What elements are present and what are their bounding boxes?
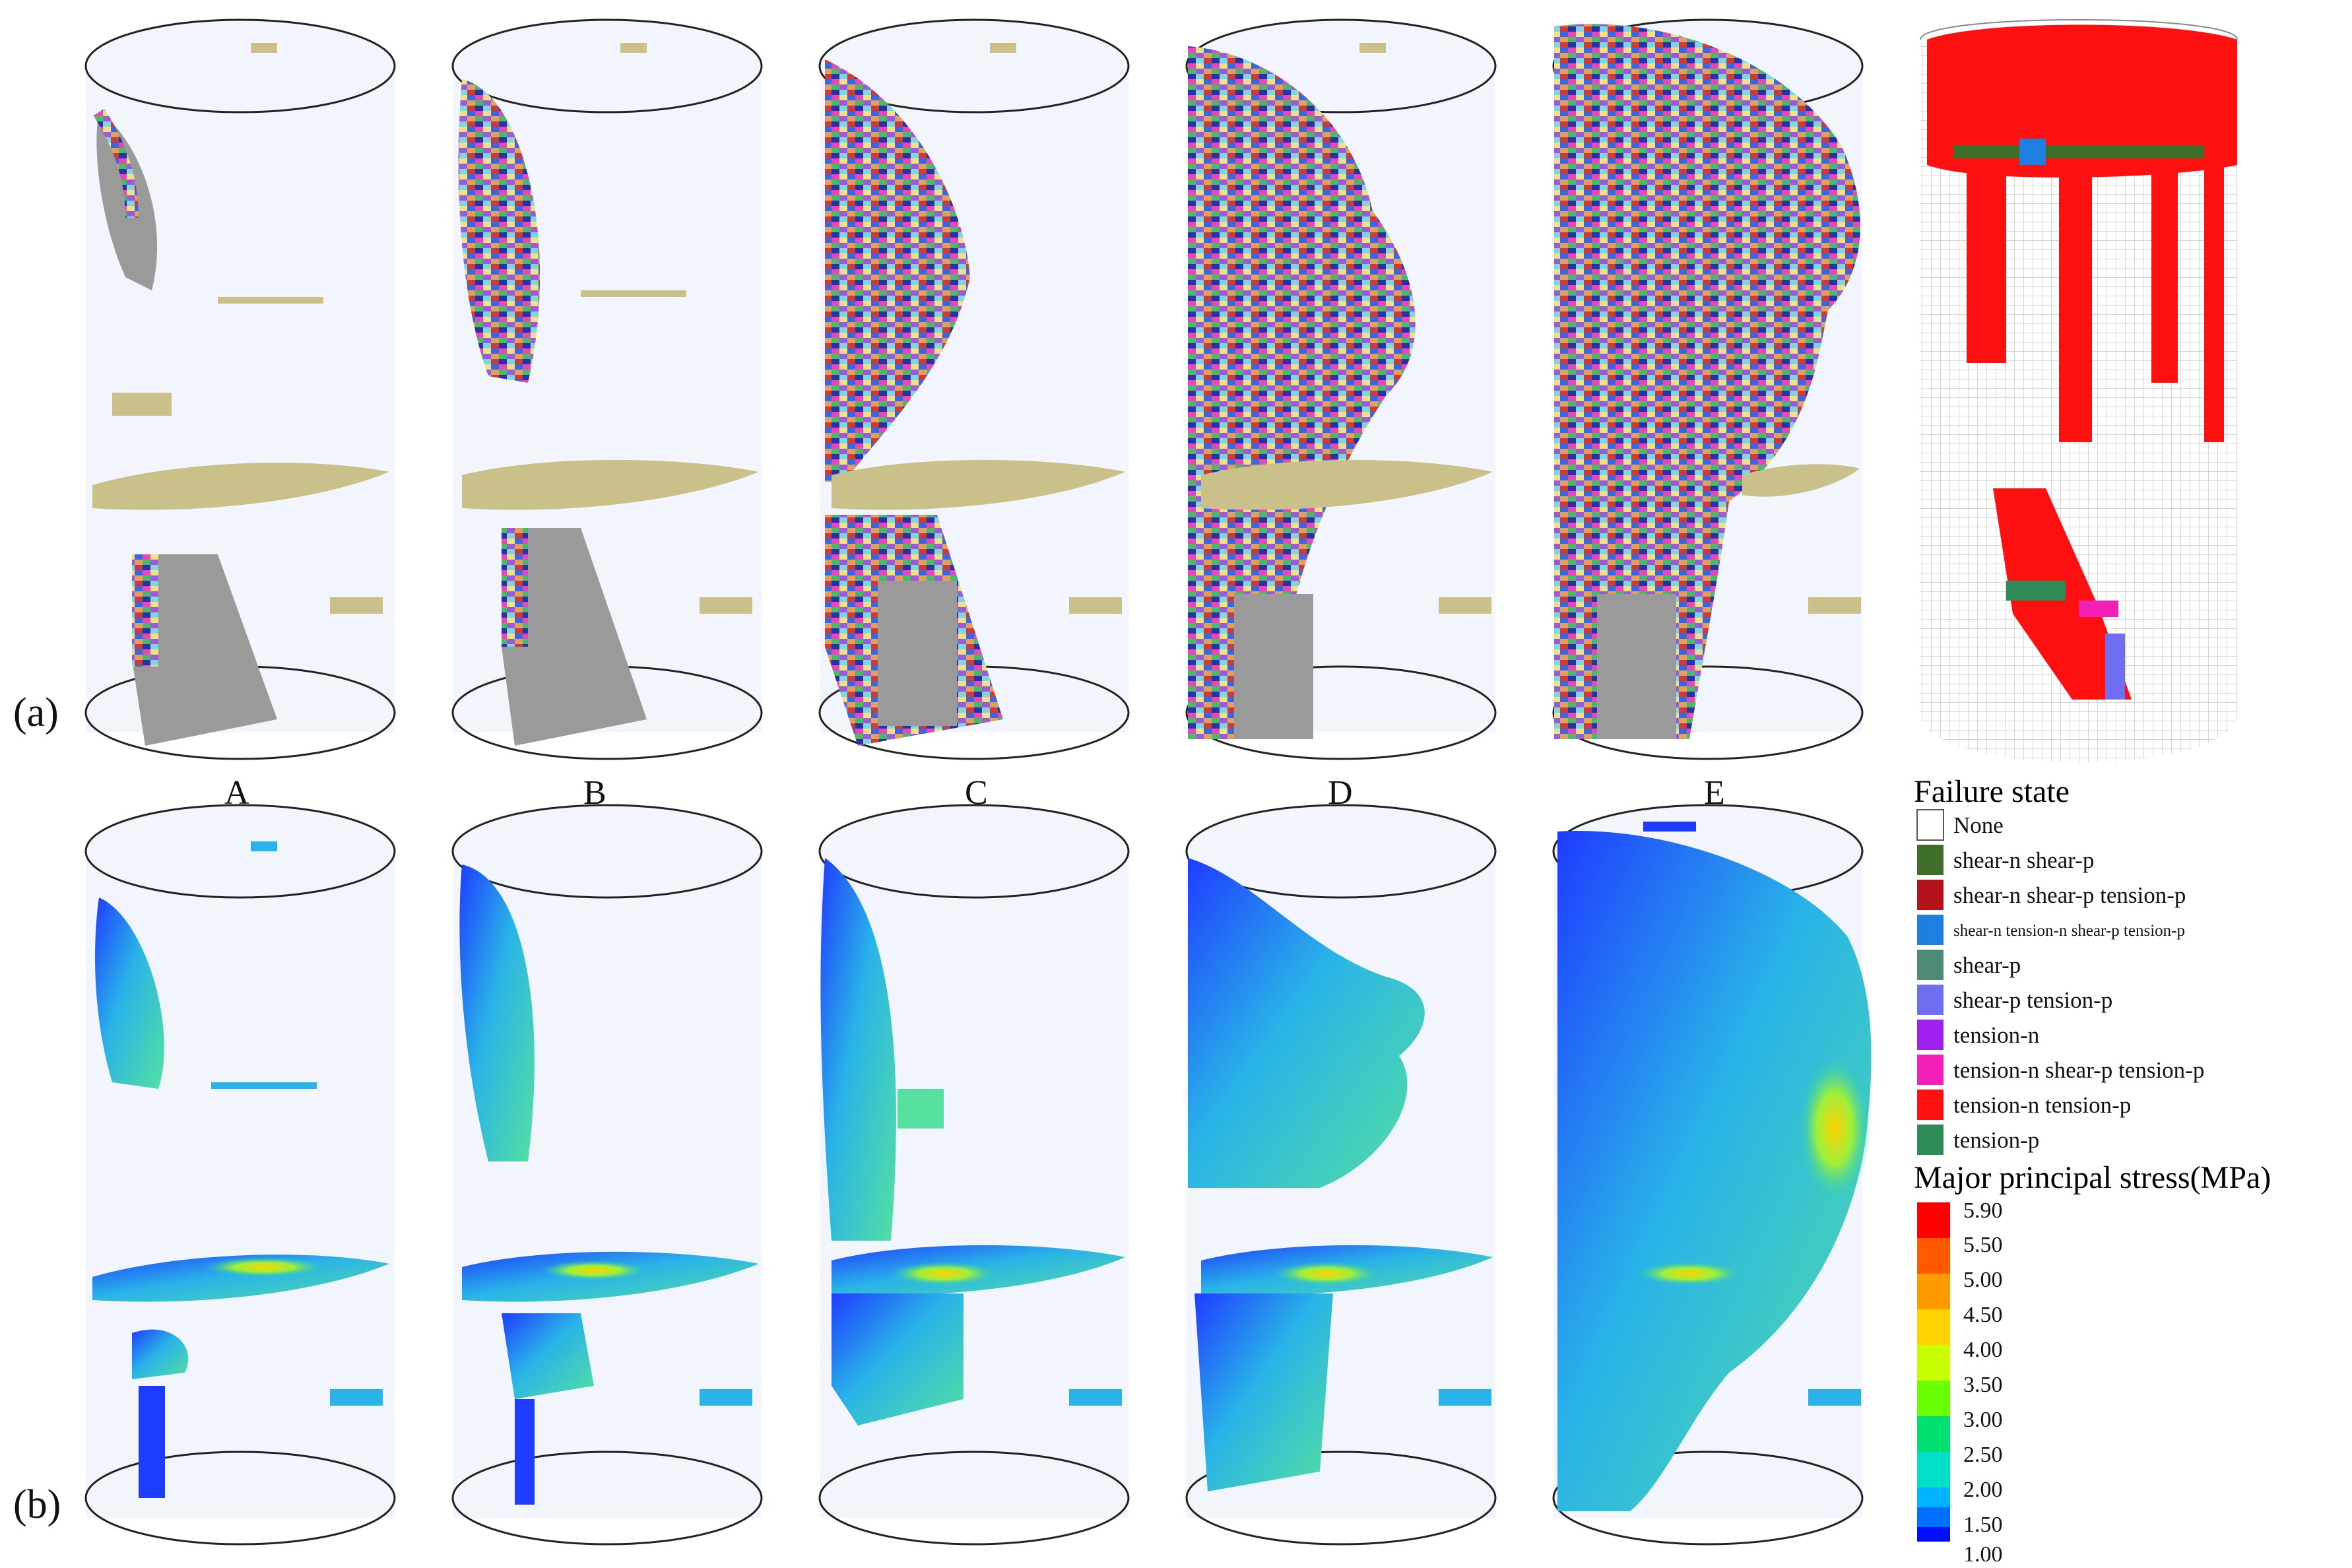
colorbar-band (1917, 1507, 1950, 1527)
panel-e-stress (1552, 804, 1872, 1546)
panel-e-failure (1552, 18, 1864, 760)
legend-label: shear-n shear-p (1953, 847, 2094, 873)
colorbar-band (1917, 1274, 1950, 1309)
panel-d-failure (1185, 18, 1497, 760)
legend-swatch-shear-n-tension-n-shear-p-tension-p (1917, 915, 1944, 945)
panel-a-failure (84, 18, 396, 760)
legend-label: shear-p tension-p (1953, 987, 2112, 1013)
failure-legend-item: shear-n shear-p tension-p (1917, 880, 2186, 910)
panel-b-failure (451, 18, 763, 760)
row-label-a: (a) (13, 690, 59, 735)
colorbar-band (1917, 1527, 1950, 1542)
mesh-cylinder-failure-state (1920, 19, 2238, 762)
colorbar-tick: 2.00 (1963, 1478, 2003, 1502)
legend-swatch-shear-n-shear-p (1917, 845, 1944, 875)
failure-legend-item: tension-n (1917, 1020, 2039, 1050)
legend-label: tension-n shear-p tension-p (1953, 1057, 2204, 1083)
failure-legend-item: tension-p (1917, 1125, 2039, 1155)
colorbar-tick: 1.50 (1963, 1513, 2003, 1537)
row-label-b: (b) (13, 1482, 61, 1527)
legend-swatch-tension-n-shear-p-tension-p (1917, 1055, 1944, 1085)
legend-swatch-none (1916, 809, 1944, 841)
colorbar-band (1917, 1416, 1950, 1452)
stress-legend-title: Major principal stress(MPa) (1914, 1160, 2271, 1195)
failure-legend-item: shear-p tension-p (1917, 985, 2112, 1015)
legend-swatch-tension-p (1917, 1125, 1944, 1155)
colorbar-tick: 4.50 (1963, 1303, 2003, 1327)
colorbar-band (1917, 1238, 1950, 1274)
failure-legend-item: shear-n tension-n shear-p tension-p (1917, 915, 2185, 945)
colorbar-band (1917, 1452, 1950, 1487)
panel-b-stress (451, 804, 763, 1546)
legend-swatch-tension-n-tension-p (1917, 1090, 1944, 1120)
colorbar-tick: 2.50 (1963, 1443, 2003, 1467)
panel-c-failure (818, 18, 1130, 760)
colorbar-band (1917, 1487, 1950, 1507)
failure-legend-item: tension-n shear-p tension-p (1917, 1055, 2204, 1085)
failure-legend-item: None (1916, 809, 2004, 841)
failure-legend-item: shear-n shear-p (1917, 845, 2094, 875)
panel-c-stress (818, 804, 1130, 1546)
panel-d-stress (1185, 804, 1497, 1546)
colorbar-band (1917, 1309, 1950, 1345)
failure-state-legend: Failure state None shear-n shear-p shear… (1914, 774, 2204, 1155)
colorbar-tick: 5.90 (1963, 1198, 2003, 1223)
legend-label: tension-n tension-p (1953, 1092, 2131, 1118)
colorbar-band (1917, 1381, 1950, 1416)
legend-label: tension-p (1953, 1127, 2039, 1153)
panel-a-stress (84, 804, 396, 1546)
legend-label: shear-n tension-n shear-p tension-p (1953, 922, 2185, 940)
legend-swatch-shear-n-shear-p-tension-p (1917, 880, 1944, 910)
colorbar-tick: 1.00 (1963, 1542, 2003, 1567)
legend-swatch-tension-n (1917, 1020, 1944, 1050)
legend-label: shear-p (1953, 952, 2021, 978)
legend-label: shear-n shear-p tension-p (1953, 882, 2186, 908)
legend-label: None (1953, 812, 2004, 838)
failure-legend-item: tension-n tension-p (1917, 1090, 2131, 1120)
colorbar-band (1917, 1202, 1950, 1238)
colorbar-tick: 3.00 (1963, 1408, 2003, 1432)
colorbar-tick: 4.00 (1963, 1338, 2003, 1362)
failure-legend-title: Failure state (1914, 774, 2070, 809)
legend-label: tension-n (1953, 1022, 2039, 1048)
legend-swatch-shear-p-tension-p (1917, 985, 1944, 1015)
stress-colorbar-legend: Major principal stress(MPa) 5.90 5.50 5.… (1914, 1160, 2271, 1567)
colorbar-tick: 5.00 (1963, 1268, 2003, 1292)
colorbar-band (1917, 1345, 1950, 1381)
failure-legend-item: shear-p (1917, 950, 2021, 980)
legend-swatch-shear-p (1917, 950, 1944, 980)
colorbar-tick: 3.50 (1963, 1373, 2003, 1397)
colorbar-tick: 5.50 (1963, 1233, 2003, 1257)
